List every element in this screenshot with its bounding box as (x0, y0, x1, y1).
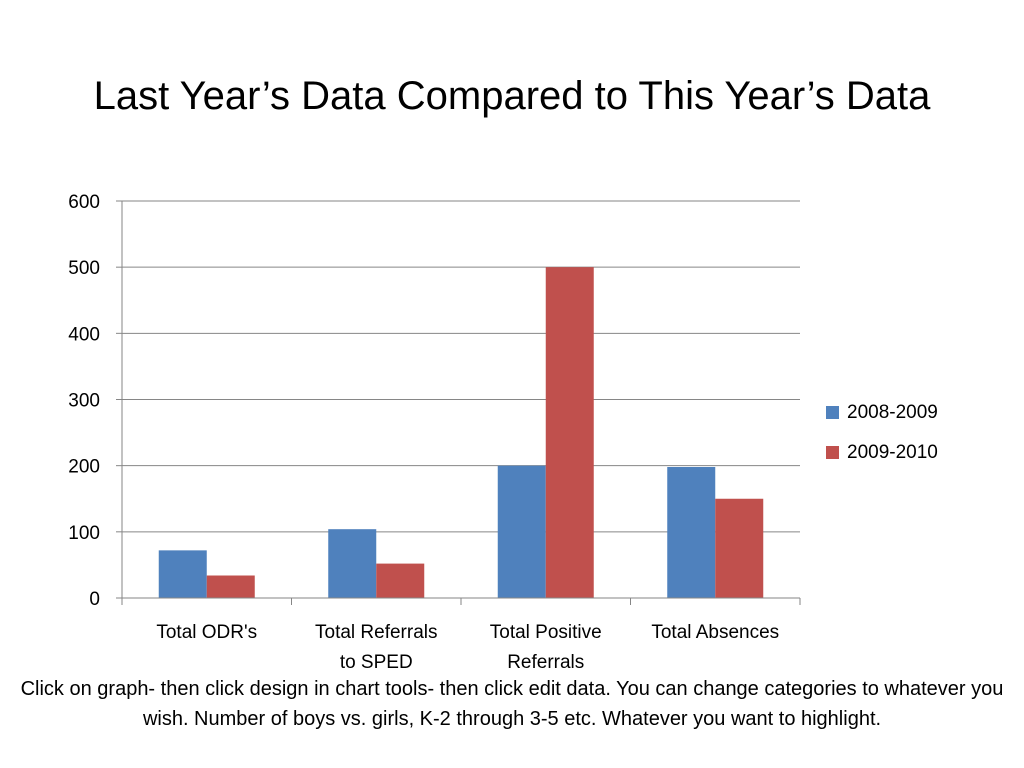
bar-2008-2009-cat-0[interactable] (158, 550, 207, 598)
y-tick-label: 0 (89, 589, 100, 610)
legend-label-0: 2008-2009 (847, 402, 938, 423)
bar-2009-2010-cat-1[interactable] (376, 563, 425, 598)
x-tick-label: Total Positive (490, 622, 602, 643)
legend-label-1: 2009-2010 (847, 442, 938, 463)
slide-title: Last Year’s Data Compared to This Year’s… (93, 74, 931, 118)
y-tick-label: 100 (68, 523, 100, 544)
bar-2008-2009-cat-3[interactable] (667, 466, 716, 598)
x-tick-label: Referrals (507, 652, 584, 673)
y-tick-label: 400 (68, 324, 100, 345)
legend-swatch-1 (826, 446, 839, 459)
bar-chart[interactable]: 0 100 200 300 400 500 600 Total ODR's Total Ref… (0, 0, 1024, 680)
y-tick-label: 500 (68, 258, 100, 279)
legend[interactable]: 2008-2009 2009-2010 (826, 402, 938, 463)
x-tick-label: Total Referrals (315, 622, 438, 643)
bar-2008-2009-cat-2[interactable] (497, 465, 546, 598)
bar-2009-2010-cat-0[interactable] (206, 575, 255, 598)
x-tick-label: Total ODR's (156, 622, 257, 643)
x-tick-label: to SPED (340, 652, 413, 673)
y-tick-label: 200 (68, 457, 100, 478)
bar-2009-2010-cat-2[interactable] (545, 267, 594, 598)
bar-2008-2009-cat-1[interactable] (328, 529, 377, 598)
bars[interactable] (158, 267, 764, 598)
axes (116, 200, 801, 605)
x-tick-labels: Total ODR's Total Referrals to SPED Total P… (156, 622, 779, 673)
slide-footnote: Click on graph- then click design in cha… (20, 678, 1004, 730)
legend-swatch-0 (826, 406, 839, 419)
x-tick-label: Total Absences (651, 622, 779, 643)
y-tick-labels: 0 100 200 300 400 500 600 (68, 192, 100, 610)
y-tick-label: 600 (68, 192, 100, 213)
bar-2009-2010-cat-3[interactable] (715, 498, 764, 598)
y-tick-label: 300 (68, 391, 100, 412)
gridlines (122, 200, 800, 533)
